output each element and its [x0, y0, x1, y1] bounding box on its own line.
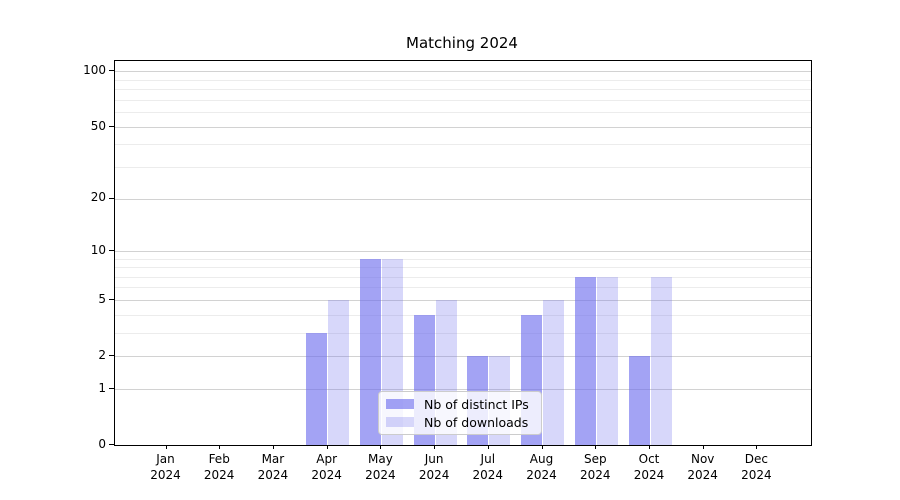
gridline-y-30 [115, 166, 811, 168]
x-tick-label-aug: Aug 2024 [526, 452, 557, 482]
bar-may-distinct-ips [359, 258, 381, 445]
y-tick-mark-2 [109, 355, 114, 356]
gridline-y-6 [115, 287, 811, 289]
x-tick-label-jan: Jan 2024 [150, 452, 181, 482]
legend-swatch-distinct-ips [386, 399, 414, 409]
x-tick-mark-aug [541, 445, 543, 449]
x-tick-label-jul: Jul 2024 [472, 452, 504, 482]
y-tick-mark-10 [109, 249, 114, 251]
x-tick-label-apr: Apr 2024 [311, 452, 342, 482]
bar-sep-distinct-ips [574, 276, 596, 445]
y-tick-mark-20 [109, 197, 114, 199]
bar-oct-downloads [650, 276, 672, 445]
y-tick-label-100: 100 [83, 63, 106, 78]
x-tick-mark-jul [487, 445, 489, 449]
y-tick-label-10: 10 [90, 242, 106, 257]
x-tick-label-may: May 2024 [365, 452, 396, 482]
gridline-y-1 [115, 388, 811, 390]
y-tick-mark-0 [109, 444, 114, 445]
gridline-y-40 [115, 144, 811, 146]
x-tick-label-mar: Mar 2024 [257, 452, 289, 482]
x-tick-mark-oct [649, 445, 650, 449]
bar-aug-downloads [543, 299, 564, 445]
x-tick-label-feb: Feb 2024 [203, 452, 235, 482]
gridline-y-4 [115, 314, 811, 316]
x-tick-label-dec: Dec 2024 [741, 452, 772, 482]
gridline-y-20 [115, 198, 811, 200]
y-tick-label-2: 2 [98, 348, 106, 363]
x-tick-mark-apr [326, 445, 328, 449]
gridline-y-5 [115, 299, 811, 301]
gridline-y-60 [115, 112, 811, 114]
x-tick-mark-jan [165, 445, 167, 449]
x-tick-mark-dec [756, 445, 758, 449]
y-tick-mark-100 [109, 70, 114, 72]
y-tick-mark-1 [109, 387, 114, 389]
bar-apr-downloads [328, 299, 350, 445]
bar-sep-downloads [596, 276, 618, 445]
bar-oct-distinct-ips [628, 356, 650, 445]
y-tick-label-5: 5 [98, 291, 106, 306]
x-tick-label-nov: Nov 2024 [687, 452, 718, 482]
y-tick-mark-50 [109, 125, 114, 127]
legend-label-downloads: Nb of downloads [424, 414, 529, 430]
y-tick-label-1: 1 [98, 380, 106, 395]
y-tick-label-0: 0 [98, 437, 106, 451]
y-tick-label-20: 20 [90, 190, 106, 205]
x-tick-mark-jun [434, 445, 436, 449]
legend-row: Nb of downloads [386, 416, 534, 429]
x-tick-label-sep: Sep 2024 [580, 452, 611, 482]
x-tick-mark-mar [272, 445, 274, 449]
legend-label-distinct-ips: Nb of distinct IPs [424, 396, 529, 412]
plot-area [114, 60, 812, 446]
gridline-y-90 [115, 79, 811, 81]
x-tick-mark-sep [595, 445, 597, 449]
gridline-y-50 [115, 126, 811, 128]
gridline-y-80 [115, 89, 811, 91]
x-tick-label-oct: Oct 2024 [633, 452, 665, 482]
y-tick-label-50: 50 [90, 118, 106, 133]
gridline-y-10 [115, 250, 811, 252]
gridline-y-9 [115, 258, 811, 260]
x-tick-mark-nov [702, 445, 704, 449]
gridline-y-100 [115, 71, 811, 73]
chart-title: Matching 2024 [406, 34, 518, 52]
gridline-y-3 [115, 332, 811, 334]
legend: Nb of distinct IPs Nb of downloads [378, 391, 542, 435]
legend-row: Nb of distinct IPs [386, 398, 534, 411]
x-tick-mark-feb [219, 445, 221, 449]
y-tick-mark-5 [109, 298, 114, 300]
gridline-y-7 [115, 276, 811, 278]
gridline-y-8 [115, 267, 811, 269]
gridline-y-70 [115, 99, 811, 101]
bar-apr-distinct-ips [306, 332, 328, 445]
gridline-y-2 [115, 356, 811, 357]
legend-swatch-downloads [386, 417, 414, 427]
x-tick-label-jun: Jun 2024 [418, 452, 450, 482]
x-tick-mark-may [380, 445, 382, 449]
